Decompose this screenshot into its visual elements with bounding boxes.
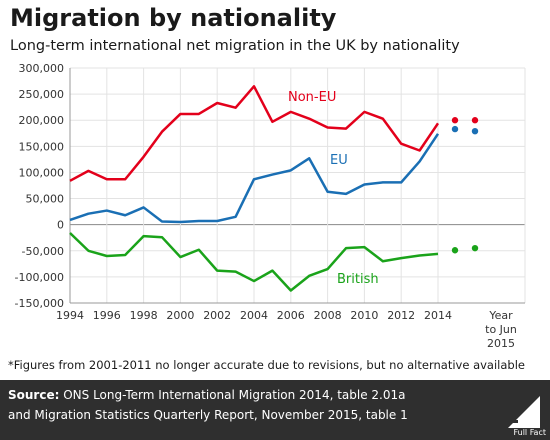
projected-point-british xyxy=(471,244,479,252)
x-tick-label: 2002 xyxy=(203,309,231,322)
x-tick-label: 2006 xyxy=(277,309,305,322)
x-tick-label: 1994 xyxy=(56,309,84,322)
series-line-british xyxy=(69,232,439,292)
x-tick-label-projected: 2015 xyxy=(487,337,515,350)
x-tick-label: 2000 xyxy=(166,309,194,322)
x-tick-label-projected: Year xyxy=(488,309,513,322)
x-tick-label: 2010 xyxy=(350,309,378,322)
projected-point-non-eu xyxy=(451,117,459,124)
source-label: Source: xyxy=(8,388,60,402)
y-tick-label: 0 xyxy=(57,219,64,232)
series-label-eu: EU xyxy=(330,153,348,168)
x-tick-label: 2012 xyxy=(387,309,415,322)
y-tick-label: 150,000 xyxy=(19,140,65,153)
series-label-british: British xyxy=(337,272,379,287)
y-tick-label: 300,000 xyxy=(19,62,65,75)
projected-point-british xyxy=(451,247,459,254)
x-tick-label: 1996 xyxy=(93,309,121,322)
source-line-2: and Migration Statistics Quarterly Repor… xyxy=(8,408,408,422)
chart-subtitle: Long-term international net migration in… xyxy=(10,38,460,54)
y-tick-label: 50,000 xyxy=(26,193,65,206)
footnote: *Figures from 2001-2011 no longer accura… xyxy=(8,358,525,372)
series-label-non-eu: Non-EU xyxy=(288,90,336,105)
y-tick-label: 200,000 xyxy=(19,114,65,127)
x-tick-label: 2014 xyxy=(424,309,452,322)
x-tick-label: 1998 xyxy=(130,309,158,322)
y-tick-label: 250,000 xyxy=(19,88,65,101)
projected-point-non-eu xyxy=(471,117,479,124)
y-tick-label: -100,000 xyxy=(15,271,64,284)
chart-title: Migration by nationality xyxy=(10,4,337,32)
source-text-1: ONS Long-Term International Migration 20… xyxy=(59,388,406,402)
projected-point-eu xyxy=(451,125,459,133)
full-fact-logo xyxy=(508,396,540,428)
line-chart: 300,000 250,000 200,000 150,000 100,000 50,00… xyxy=(15,62,526,350)
source-line-1: Source: ONS Long-Term International Migr… xyxy=(8,388,405,402)
source-footer: Source: ONS Long-Term International Migr… xyxy=(0,380,550,440)
projected-point-eu xyxy=(471,127,479,135)
y-tick-label: 100,000 xyxy=(19,166,65,179)
series-line-eu xyxy=(69,133,440,224)
x-tick-label: 2008 xyxy=(314,309,342,322)
series-line-non-eu xyxy=(69,85,440,182)
x-tick-label-projected: to Jun xyxy=(485,323,517,336)
y-tick-label: -150,000 xyxy=(15,297,64,310)
y-tick-label: -50,000 xyxy=(22,245,64,258)
x-tick-label: 2004 xyxy=(240,309,268,322)
logo-text: Full Fact xyxy=(513,428,546,437)
